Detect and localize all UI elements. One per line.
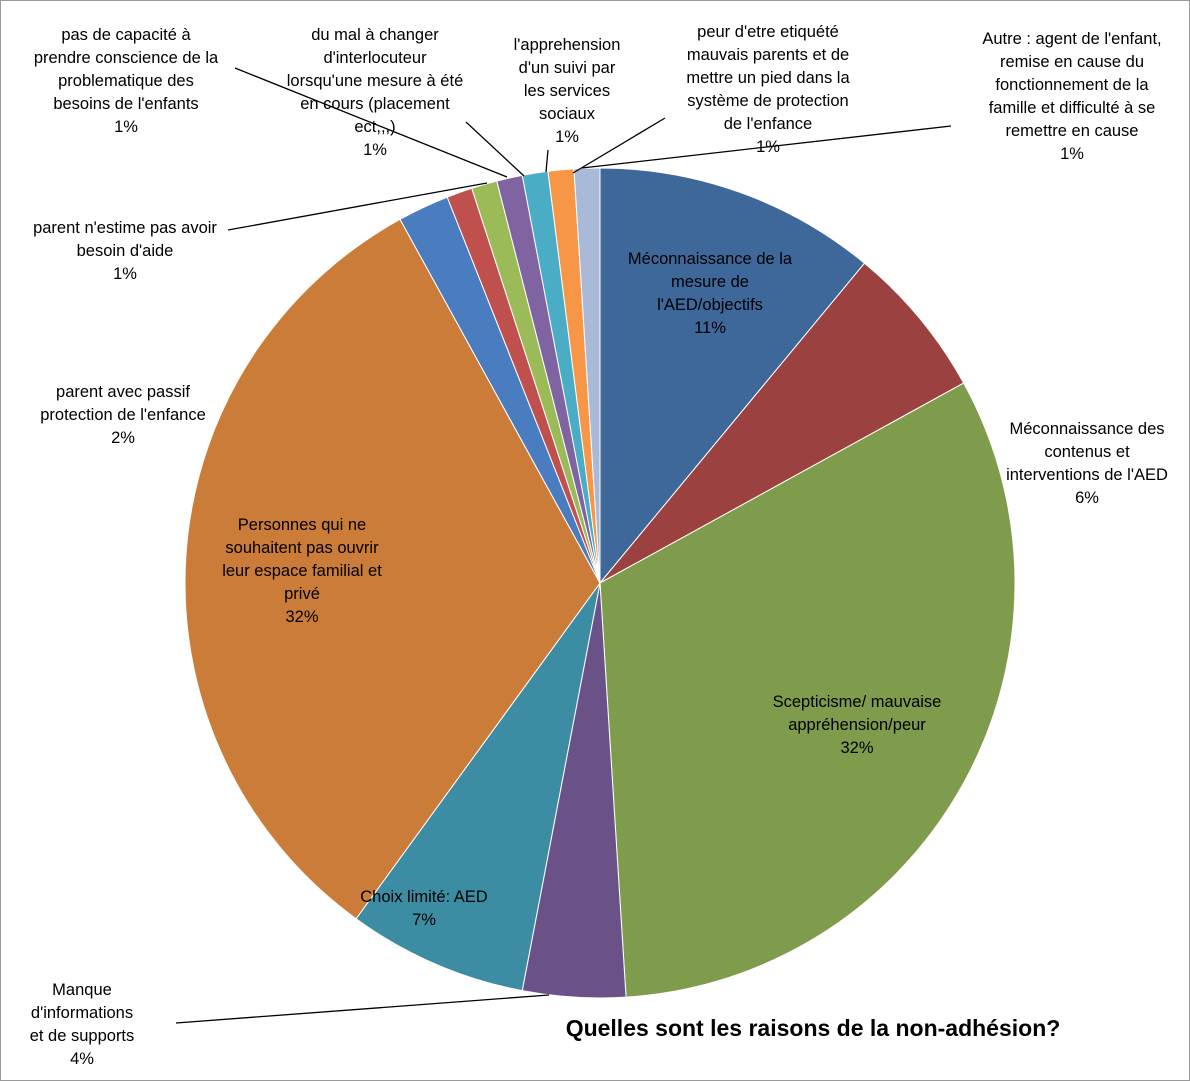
- data-label-2-line: interventions de l'AED: [1006, 466, 1168, 484]
- data-label-8-line: parent n'estime pas avoir: [33, 219, 217, 237]
- data-label-1-line: mesure de: [671, 273, 749, 291]
- data-label-6: Personnes qui ne souhaitent pas ouvrir leu…: [222, 516, 382, 626]
- leader-line-12: [572, 117, 666, 174]
- pie-slice-13: [573, 167, 601, 584]
- data-label-5-line: Choix limité: AED: [360, 888, 488, 906]
- data-label-12-line: système de protection: [687, 92, 848, 110]
- data-label-9-line: problematique des: [58, 72, 194, 90]
- data-label-9-line: 1%: [114, 118, 138, 136]
- data-label-10-line: en cours (placement: [300, 95, 450, 113]
- data-label-9: pas de capacité à prendre conscience de l…: [34, 26, 219, 136]
- data-label-2: Méconnaissance des contenus et interventio…: [1006, 420, 1168, 507]
- data-label-12-line: 1%: [756, 138, 780, 156]
- data-label-4-line: 4%: [70, 1050, 94, 1068]
- pie-slice-3: [599, 382, 1016, 998]
- pie-slice-6: [184, 218, 601, 920]
- data-label-13-line: Autre : agent de l'enfant,: [982, 30, 1161, 48]
- data-label-12-line: peur d'etre etiquété: [697, 23, 839, 41]
- data-label-13-line: 1%: [1060, 145, 1084, 163]
- data-label-8: parent n'estime pas avoir besoin d'aide 1%: [33, 219, 217, 283]
- pie-slice-5: [355, 582, 601, 992]
- data-label-4-line: et de supports: [30, 1027, 135, 1045]
- data-label-7: parent avec passif protection de l'enfanc…: [40, 383, 206, 447]
- data-label-10: du mal à changer d'interlocuteur lorsqu'un…: [287, 26, 464, 159]
- data-label-11-line: sociaux: [539, 105, 596, 123]
- data-label-10-line: d'interlocuteur: [323, 49, 427, 67]
- data-label-4: Manque d'informations et de supports 4%: [30, 981, 135, 1068]
- data-label-6-line: 32%: [285, 608, 318, 626]
- data-label-10-line: 1%: [363, 141, 387, 159]
- data-label-2-line: 6%: [1075, 489, 1099, 507]
- leader-lines-layer: [175, 67, 952, 1024]
- data-label-13-line: fonctionnement de la: [995, 76, 1149, 94]
- data-label-5-line: 7%: [412, 911, 436, 929]
- data-label-3: Scepticisme/ mauvaise appréhension/peur 32…: [773, 693, 942, 757]
- leader-line-9: [234, 67, 508, 178]
- leader-line-10: [465, 121, 525, 177]
- data-label-3-line: Scepticisme/ mauvaise: [773, 693, 942, 711]
- data-label-12-line: mettre un pied dans la: [686, 69, 850, 87]
- data-labels-layer: Méconnaissance de la mesure de l'AED/objec…: [30, 23, 1168, 1068]
- slices-layer: [184, 167, 1016, 999]
- data-label-2-line: Méconnaissance des: [1009, 420, 1164, 438]
- data-label-13-line: remise en cause du: [1000, 53, 1144, 71]
- leader-line-8: [227, 182, 488, 231]
- data-label-11-line: d'un suivi par: [519, 59, 616, 77]
- data-label-10-line: ect,,,): [354, 118, 395, 136]
- data-label-6-line: privé: [284, 585, 320, 603]
- data-label-1-line: l'AED/objectifs: [657, 296, 763, 314]
- data-label-4-line: d'informations: [31, 1004, 133, 1022]
- data-label-12-line: de l'enfance: [724, 115, 812, 133]
- data-label-13-line: famille et difficulté à se: [989, 99, 1156, 117]
- data-label-8-line: 1%: [113, 265, 137, 283]
- pie-slice-1: [599, 167, 866, 585]
- data-label-2-line: contenus et: [1044, 443, 1130, 461]
- data-label-3-line: appréhension/peur: [788, 716, 926, 734]
- data-label-7-line: 2%: [111, 429, 135, 447]
- data-label-11-line: les services: [524, 82, 610, 100]
- data-label-11-line: l'apprehension: [514, 36, 621, 54]
- data-label-6-line: Personnes qui ne: [238, 516, 366, 534]
- data-label-8-line: besoin d'aide: [77, 242, 174, 260]
- data-label-9-line: besoins de l'enfants: [53, 95, 198, 113]
- data-label-9-line: pas de capacité à: [61, 26, 191, 44]
- data-label-12: peur d'etre etiquété mauvais parents et d…: [686, 23, 850, 156]
- data-label-7-line: protection de l'enfance: [40, 406, 206, 424]
- data-label-10-line: du mal à changer: [311, 26, 439, 44]
- data-label-5: Choix limité: AED 7%: [360, 888, 488, 929]
- pie-slice-2: [599, 262, 965, 584]
- data-label-6-line: souhaitent pas ouvrir: [225, 539, 379, 557]
- data-label-4-line: Manque: [52, 981, 112, 999]
- data-label-13: Autre : agent de l'enfant, remise en caus…: [982, 30, 1161, 163]
- data-label-10-line: lorsqu'une mesure à été: [287, 72, 464, 90]
- data-label-1-line: 11%: [694, 319, 726, 337]
- leader-line-11: [545, 149, 549, 173]
- data-label-13-line: remettre en cause: [1006, 122, 1139, 140]
- data-label-3-line: 32%: [840, 739, 873, 757]
- data-label-6-line: leur espace familial et: [222, 562, 382, 580]
- chart-title: Quelles sont les raisons de la non-adhés…: [566, 1015, 1061, 1041]
- data-label-11-line: 1%: [555, 128, 579, 146]
- data-label-9-line: prendre conscience de la: [34, 49, 219, 67]
- data-label-11: l'apprehension d'un suivi par les services…: [514, 36, 621, 146]
- data-label-7-line: parent avec passif: [56, 383, 190, 401]
- data-label-12-line: mauvais parents et de: [687, 46, 849, 64]
- data-label-1: Méconnaissance de la mesure de l'AED/objec…: [628, 250, 793, 337]
- leader-line-13: [581, 125, 952, 169]
- data-label-1-line: Méconnaissance de la: [628, 250, 793, 268]
- leader-line-4: [175, 994, 550, 1024]
